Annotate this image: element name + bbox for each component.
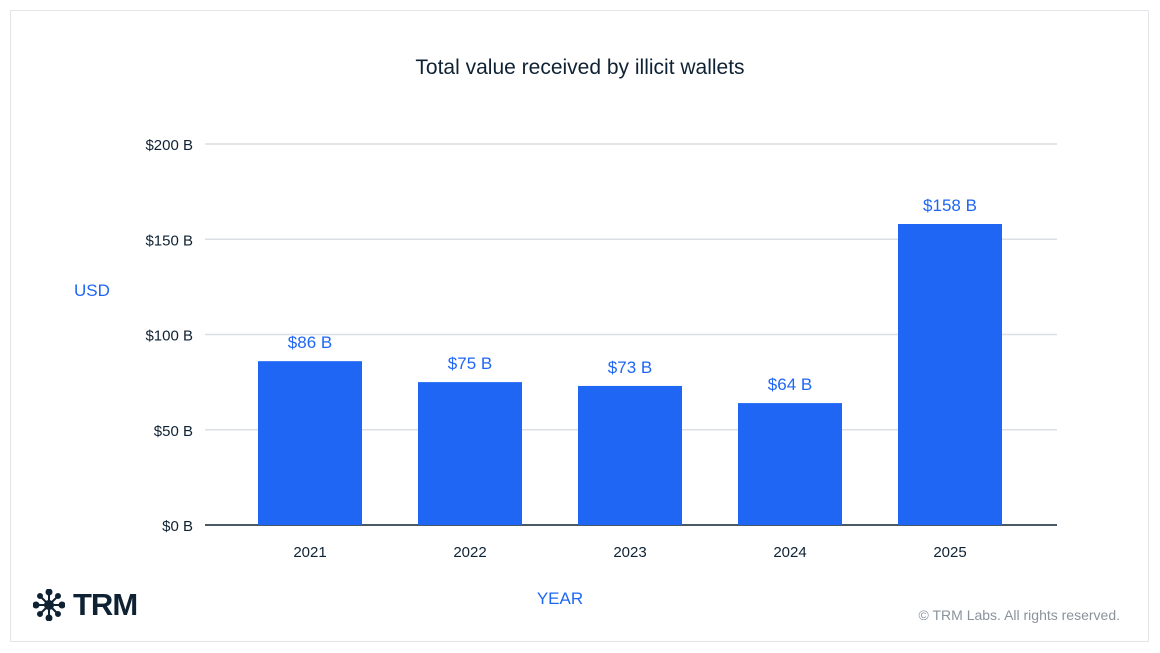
- x-tick-label: 2022: [453, 544, 486, 561]
- bar-2023: [578, 385, 682, 525]
- chart-title: Total value received by illicit wallets: [415, 56, 745, 79]
- network-icon: [33, 589, 65, 621]
- x-tick-label: 2025: [933, 544, 966, 561]
- y-tick-label: $200 B: [145, 137, 193, 154]
- y-tick-label: $50 B: [154, 423, 193, 440]
- bar-2024: [738, 403, 842, 525]
- x-tick-label: 2021: [293, 544, 326, 561]
- y-tick-label: $100 B: [145, 328, 193, 345]
- x-axis-label: YEAR: [536, 589, 584, 608]
- x-tick-label: 2024: [773, 544, 806, 561]
- data-label: $73 B: [608, 358, 652, 377]
- trm-logo: TRM: [33, 587, 138, 623]
- data-label: $86 B: [288, 333, 332, 352]
- bar-2025: [898, 224, 1002, 525]
- y-axis-label: USD: [74, 281, 110, 300]
- chart-frame: [10, 10, 1149, 642]
- data-label: $75 B: [448, 354, 492, 373]
- bar-2022: [418, 382, 522, 525]
- bar-2021: [258, 361, 362, 525]
- copyright: © TRM Labs. All rights reserved.: [918, 607, 1120, 623]
- data-label: $158 B: [923, 196, 977, 215]
- data-label: $64 B: [768, 375, 812, 394]
- logo-text: TRM: [73, 587, 138, 622]
- y-tick-label: $150 B: [145, 232, 193, 249]
- x-tick-label: 2023: [613, 544, 646, 561]
- y-tick-label: $0 B: [162, 518, 193, 535]
